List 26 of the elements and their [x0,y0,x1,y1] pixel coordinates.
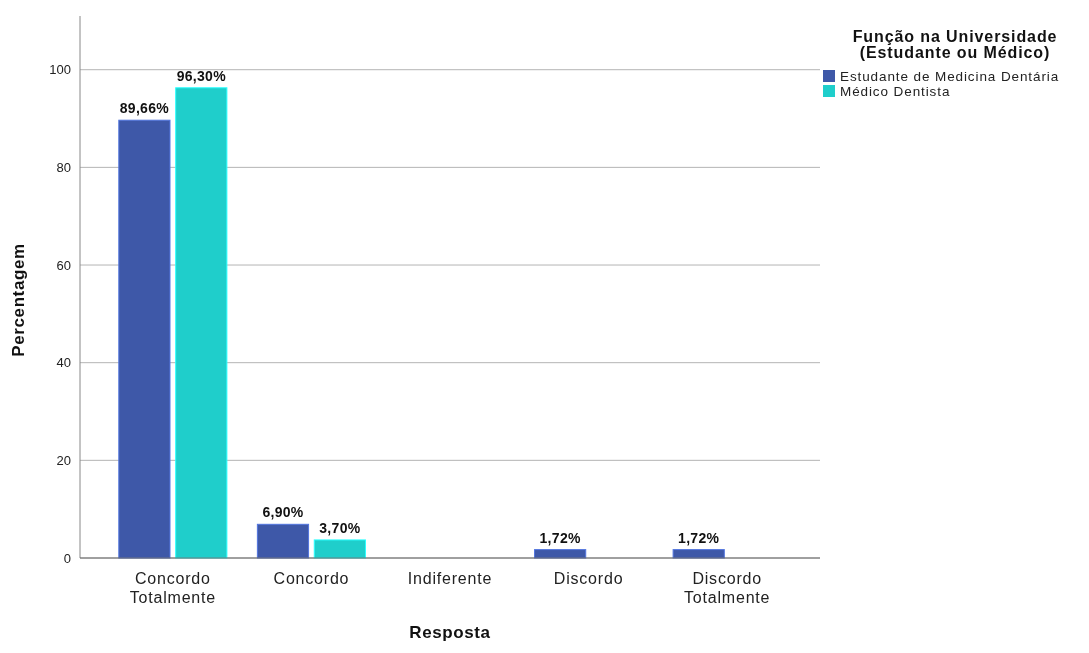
bar [175,87,228,559]
data-label: 6,90% [262,504,304,521]
x-axis-title: Resposta [409,623,491,642]
x-tick-label: Concordo Totalmente [129,570,216,606]
legend-label: Médico Dentista [840,84,951,99]
data-label: 3,70% [319,519,361,536]
bar [256,523,310,559]
x-tick-label: Concordo [273,570,350,587]
y-tick-label: 60 [56,257,71,273]
legend-label: Estudante de Medicina Dentária [840,69,1060,84]
y-tick-label: 40 [56,355,71,371]
y-tick-label: 100 [49,62,71,78]
y-axis-title: Percentagem [9,243,28,357]
y-tick-label: 80 [56,159,71,175]
data-label: 1,72% [539,529,581,546]
data-label: 89,66% [119,100,170,117]
x-tick-label: Discordo Totalmente [684,570,771,606]
y-tick-label: 0 [63,550,71,566]
bar [313,539,366,559]
x-tick-label: Discordo [553,570,624,587]
bar [118,119,171,559]
x-tick-label: Indiferente [407,570,493,587]
y-tick-label: 20 [56,452,71,468]
data-label: 96,30% [176,67,227,84]
legend-title: Função na Universidade (Estudante ou Médico) [852,28,1058,61]
data-label: 1,72% [678,529,720,546]
